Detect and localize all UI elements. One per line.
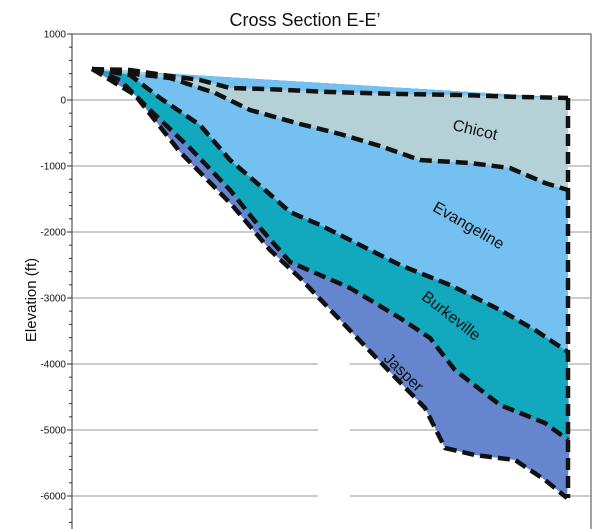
y-tick-label: -6000	[40, 492, 66, 503]
y-tick-label: -2000	[40, 228, 66, 239]
chicot-base-contact	[91, 66, 569, 193]
plot-area: Chicot Evangeline Burkeville Jasper 1000…	[23, 30, 592, 529]
y-tick-label: -3000	[40, 294, 66, 305]
y-tick-label: 1000	[44, 30, 67, 41]
y-tick-label: 0	[60, 96, 66, 107]
y-tick-label: -4000	[40, 360, 66, 371]
y-axis-label: Elevation (ft)	[23, 258, 40, 342]
evangeline-base-contact	[91, 66, 570, 354]
jasper-base-contact	[90, 67, 569, 500]
figure-title: Cross Section E-E’	[229, 10, 380, 30]
formation-contacts	[90, 66, 571, 500]
land-surface-contact	[91, 66, 569, 101]
y-minor-ticks	[67, 33, 72, 523]
y-tick-label: -1000	[40, 162, 66, 173]
y-tick-label: -5000	[40, 426, 66, 437]
burkeville-base-contact	[91, 66, 570, 442]
y-tick-labels: 1000 0 -1000 -2000 -3000 -4000 -5000 -6000	[40, 30, 66, 503]
